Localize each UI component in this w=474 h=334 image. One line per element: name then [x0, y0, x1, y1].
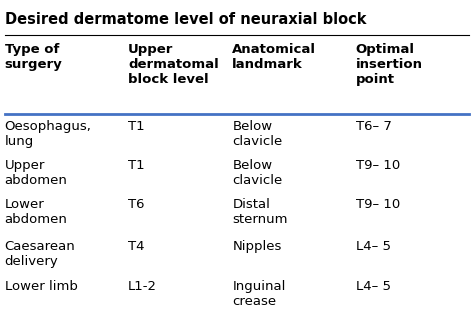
Text: T9– 10: T9– 10 [356, 198, 400, 211]
Text: Upper
abdomen: Upper abdomen [5, 159, 68, 187]
Text: Oesophagus,
lung: Oesophagus, lung [5, 120, 91, 148]
Text: T9– 10: T9– 10 [356, 159, 400, 172]
Text: T1: T1 [128, 159, 145, 172]
Text: Distal
sternum: Distal sternum [232, 198, 288, 226]
Text: Inguinal
crease: Inguinal crease [232, 280, 286, 308]
Text: Below
clavicle: Below clavicle [232, 120, 283, 148]
Text: Anatomical
landmark: Anatomical landmark [232, 43, 316, 71]
Text: T6: T6 [128, 198, 145, 211]
Text: Nipples: Nipples [232, 240, 282, 253]
Text: Desired dermatome level of neuraxial block: Desired dermatome level of neuraxial blo… [5, 12, 366, 27]
Text: Lower
abdomen: Lower abdomen [5, 198, 68, 226]
Text: Below
clavicle: Below clavicle [232, 159, 283, 187]
Text: Optimal
insertion
point: Optimal insertion point [356, 43, 422, 87]
Text: T1: T1 [128, 120, 145, 133]
Text: T6– 7: T6– 7 [356, 120, 392, 133]
Text: L4– 5: L4– 5 [356, 280, 391, 293]
Text: T4: T4 [128, 240, 145, 253]
Text: L4– 5: L4– 5 [356, 240, 391, 253]
Text: Upper
dermatomal
block level: Upper dermatomal block level [128, 43, 219, 87]
Text: Type of
surgery: Type of surgery [5, 43, 63, 71]
Text: Lower limb: Lower limb [5, 280, 78, 293]
Text: Caesarean
delivery: Caesarean delivery [5, 240, 75, 268]
Text: L1-2: L1-2 [128, 280, 157, 293]
